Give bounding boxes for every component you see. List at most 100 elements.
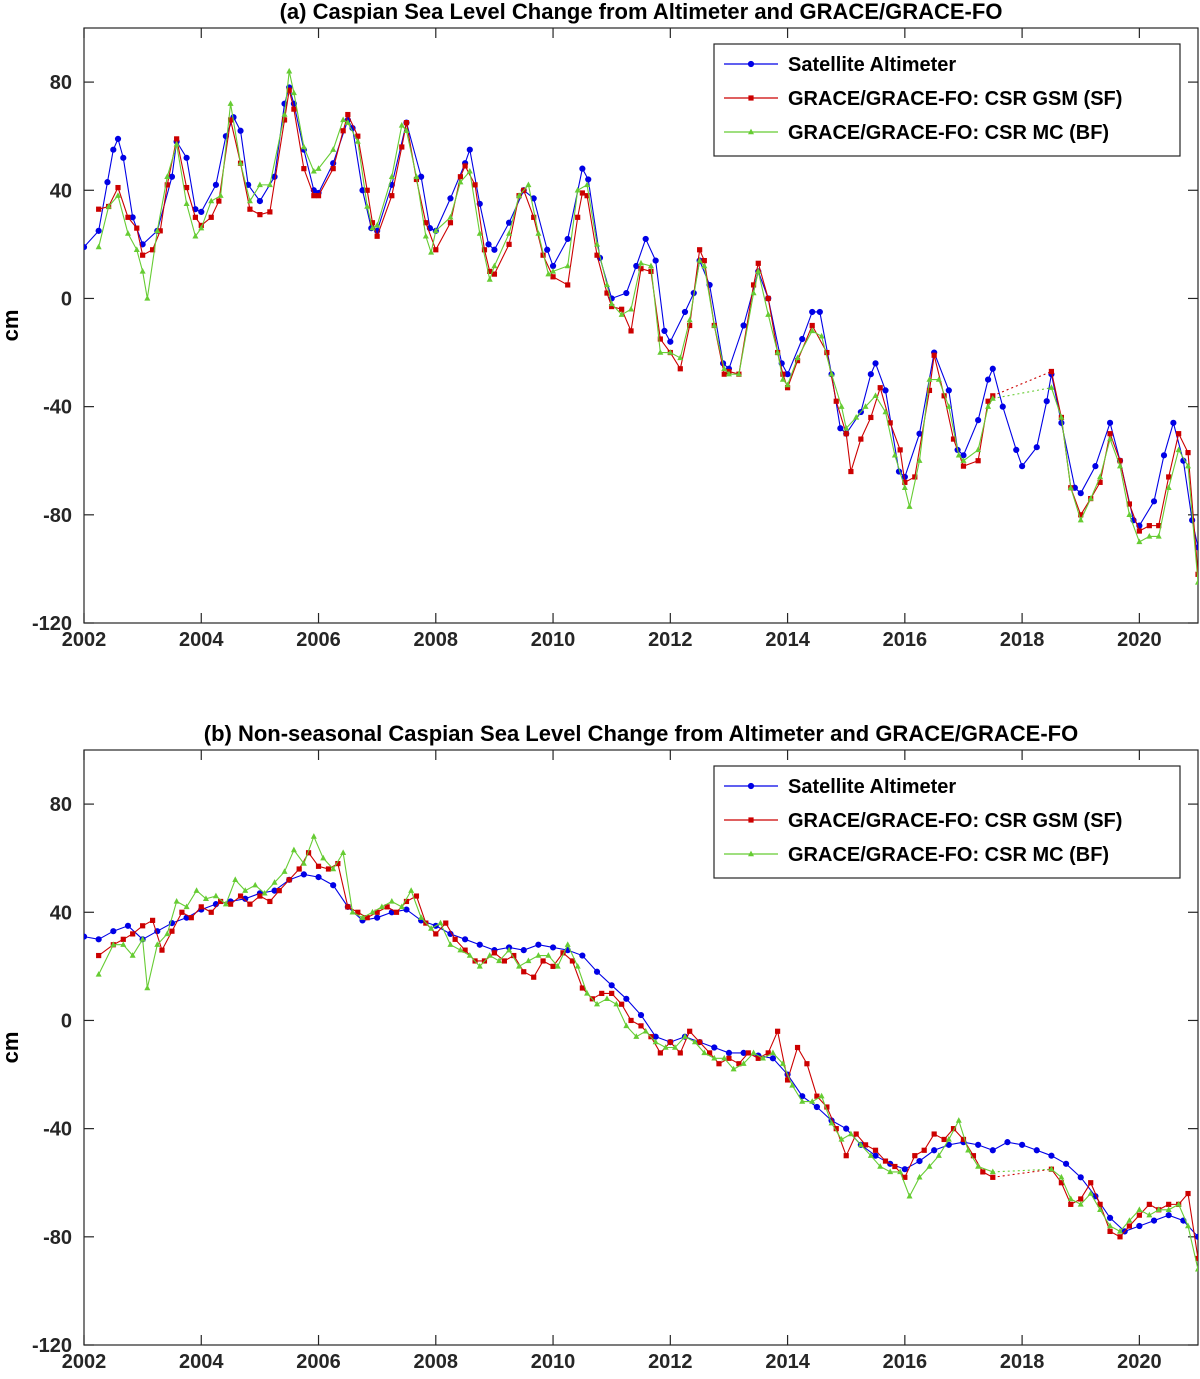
data-point [916, 457, 923, 463]
data-point [687, 1028, 693, 1034]
data-point [1107, 1222, 1114, 1229]
data-point [354, 138, 361, 144]
data-point [84, 933, 88, 940]
data-point [374, 914, 381, 921]
y-tick-label: -40 [43, 1119, 72, 1141]
series-line [98, 835, 993, 1198]
series-gap-link [992, 370, 1052, 397]
data-point [579, 165, 586, 172]
data-point [906, 503, 913, 509]
data-point [701, 257, 707, 264]
data-point [472, 182, 478, 188]
data-point [554, 962, 561, 969]
data-point [1107, 435, 1114, 442]
data-point [516, 962, 523, 969]
x-tick-label: 2016 [883, 629, 928, 651]
data-point [999, 403, 1006, 410]
data-point [276, 888, 282, 894]
legend: Satellite Altimeter GRACE/GRACE-FO: CSR G… [713, 43, 1181, 157]
data-point [485, 241, 492, 248]
data-point [955, 451, 962, 458]
data-point [403, 906, 410, 913]
data-point [286, 87, 292, 93]
data-point [960, 463, 967, 469]
data-point [828, 1119, 835, 1126]
data-point [130, 931, 136, 937]
data-point [271, 879, 278, 885]
data-point [413, 893, 420, 899]
data-point [726, 1055, 732, 1061]
data-point [271, 887, 278, 894]
data-point [848, 468, 854, 475]
data-point [838, 1136, 845, 1142]
legend-swatch-marker [748, 850, 754, 857]
data-point [403, 127, 410, 133]
data-point [789, 1081, 796, 1088]
data-point [950, 436, 957, 442]
data-point [574, 962, 581, 969]
data-point [638, 259, 644, 266]
data-point [872, 360, 879, 367]
data-point [857, 1141, 864, 1148]
data-point [359, 914, 366, 920]
series-line [98, 71, 994, 507]
data-point [169, 928, 175, 934]
data-point [1087, 1190, 1094, 1196]
data-point [247, 206, 253, 212]
data-point [144, 984, 151, 991]
data-point [369, 224, 376, 231]
data-point [168, 173, 176, 180]
data-point [208, 909, 214, 915]
data-point [398, 903, 405, 910]
data-point [882, 387, 889, 394]
data-point [330, 146, 337, 152]
data-point [433, 931, 439, 937]
data-point [290, 846, 297, 853]
data-point [901, 1166, 908, 1173]
data-point [257, 212, 263, 218]
data-point [281, 117, 288, 123]
y-tick-label: -80 [43, 1227, 72, 1249]
data-point [267, 898, 273, 905]
data-point [1004, 1139, 1011, 1146]
data-point [769, 1055, 777, 1062]
data-point [887, 420, 893, 426]
data-point [330, 865, 337, 872]
data-point [115, 192, 122, 198]
data-point [872, 392, 879, 399]
data-point [133, 246, 140, 252]
data-point [960, 1136, 967, 1143]
data-point [867, 371, 874, 378]
data-point [716, 1061, 722, 1067]
data-point [476, 962, 483, 969]
data-point [540, 252, 546, 258]
data-point [1195, 1265, 1198, 1272]
data-point [750, 1049, 757, 1056]
data-point [1092, 463, 1099, 470]
data-point [945, 403, 952, 409]
data-point [853, 1131, 859, 1137]
data-point [926, 1163, 933, 1169]
data-point [1048, 368, 1055, 375]
data-point [759, 1054, 766, 1061]
x-tick-label: 2018 [1000, 629, 1045, 651]
data-point [1033, 444, 1040, 451]
data-point [457, 174, 464, 180]
data-point [413, 173, 420, 179]
data-point [114, 135, 122, 142]
data-point [256, 197, 263, 205]
legend-box [713, 765, 1181, 879]
data-point [784, 381, 791, 388]
data-point [267, 209, 273, 215]
data-point [921, 1147, 927, 1153]
data-point [725, 370, 732, 377]
data-point [584, 990, 591, 996]
data-point [315, 863, 322, 869]
data-point [1048, 384, 1055, 390]
data-point [149, 247, 156, 253]
data-point [1067, 484, 1074, 490]
data-point [261, 889, 268, 896]
data-point [1097, 1206, 1104, 1212]
data-point [809, 308, 816, 316]
data-point [437, 919, 444, 926]
